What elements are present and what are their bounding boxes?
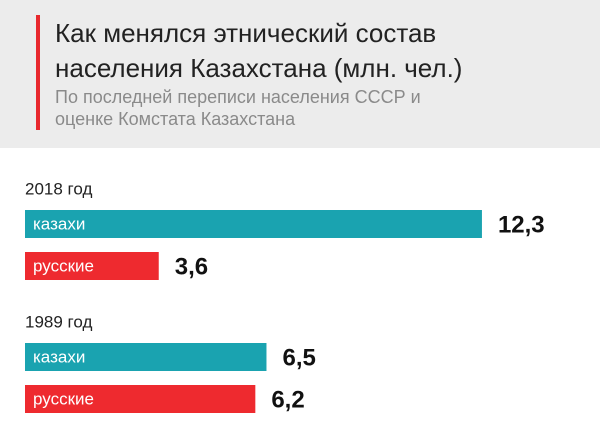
bar-series-label: русские [33, 389, 94, 408]
bar-series-label: казахи [33, 214, 85, 233]
bar [25, 343, 267, 371]
value-label: 3,6 [175, 253, 208, 280]
chart-title: Как менялся этнический состав населения … [55, 18, 463, 83]
value-label: 6,2 [271, 386, 304, 413]
group-label: 1989 год [25, 312, 92, 331]
chart-subtitle: По последней переписи населения СССР и о… [55, 87, 421, 129]
bar [25, 252, 159, 280]
value-label: 6,5 [282, 344, 315, 371]
header: Как менялся этнический состав населения … [0, 0, 600, 148]
bar [25, 385, 256, 413]
bar [25, 210, 482, 238]
value-label: 12,3 [498, 211, 545, 238]
accent-bar [36, 15, 40, 130]
group-label: 2018 год [25, 179, 92, 198]
bar-series-label: русские [33, 256, 94, 275]
chart: 2018 год казахи 12,3 русские 3,6 1989 год каза… [25, 179, 545, 413]
bar-series-label: казахи [33, 347, 85, 366]
